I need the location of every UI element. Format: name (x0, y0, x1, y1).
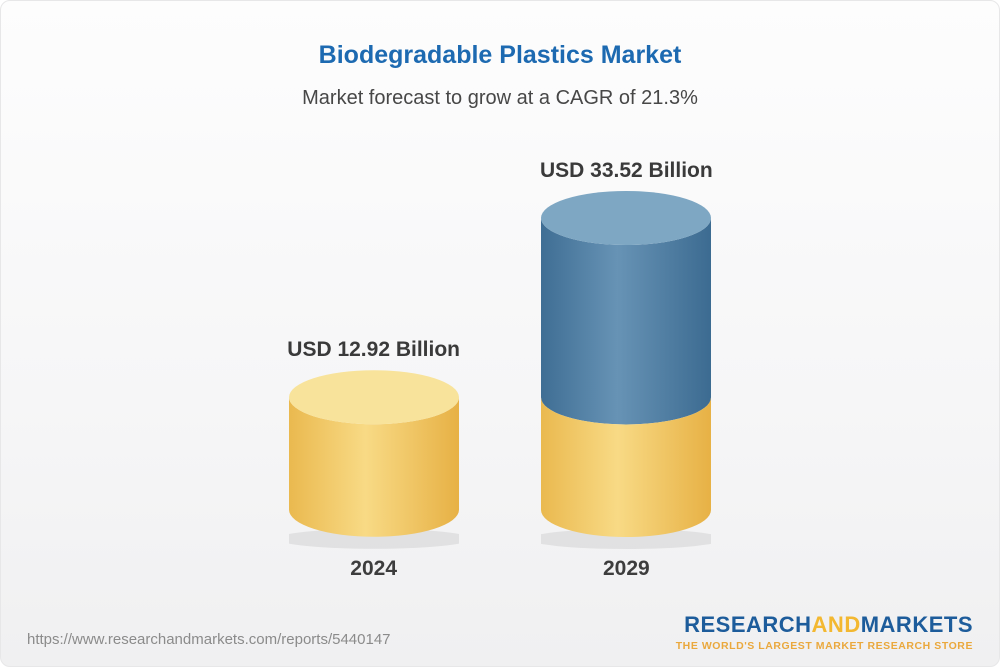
year-label-2029: 2029 (603, 557, 650, 580)
report-url-link[interactable]: https://www.researchandmarkets.com/repor… (27, 631, 391, 648)
logo-word-research: RESEARCH (684, 611, 812, 637)
logo-wordmark: RESEARCHANDMARKETS (684, 611, 973, 637)
year-label-2024: 2024 (350, 557, 397, 580)
logo-word-and: AND (811, 611, 861, 637)
bar-chart: USD 12.92 Billion 2024 USD 33.52 Billion… (1, 159, 999, 581)
cylinder-2029 (529, 191, 724, 551)
bar-group-2024: USD 12.92 Billion 2024 (276, 338, 471, 581)
cylinder-2024 (276, 370, 471, 551)
logo-tagline: THE WORLD'S LARGEST MARKET RESEARCH STOR… (675, 640, 973, 652)
page-subtitle: Market forecast to grow at a CAGR of 21.… (302, 87, 698, 109)
bar-group-2029: USD 33.52 Billion 2029 (529, 159, 724, 581)
value-label-2029: USD 33.52 Billion (540, 159, 713, 182)
research-and-markets-logo: RESEARCHANDMARKETS THE WORLD'S LARGEST M… (675, 611, 973, 652)
value-label-2024: USD 12.92 Billion (287, 338, 460, 361)
logo-word-markets: MARKETS (860, 611, 973, 637)
page-title: Biodegradable Plastics Market (318, 41, 682, 69)
